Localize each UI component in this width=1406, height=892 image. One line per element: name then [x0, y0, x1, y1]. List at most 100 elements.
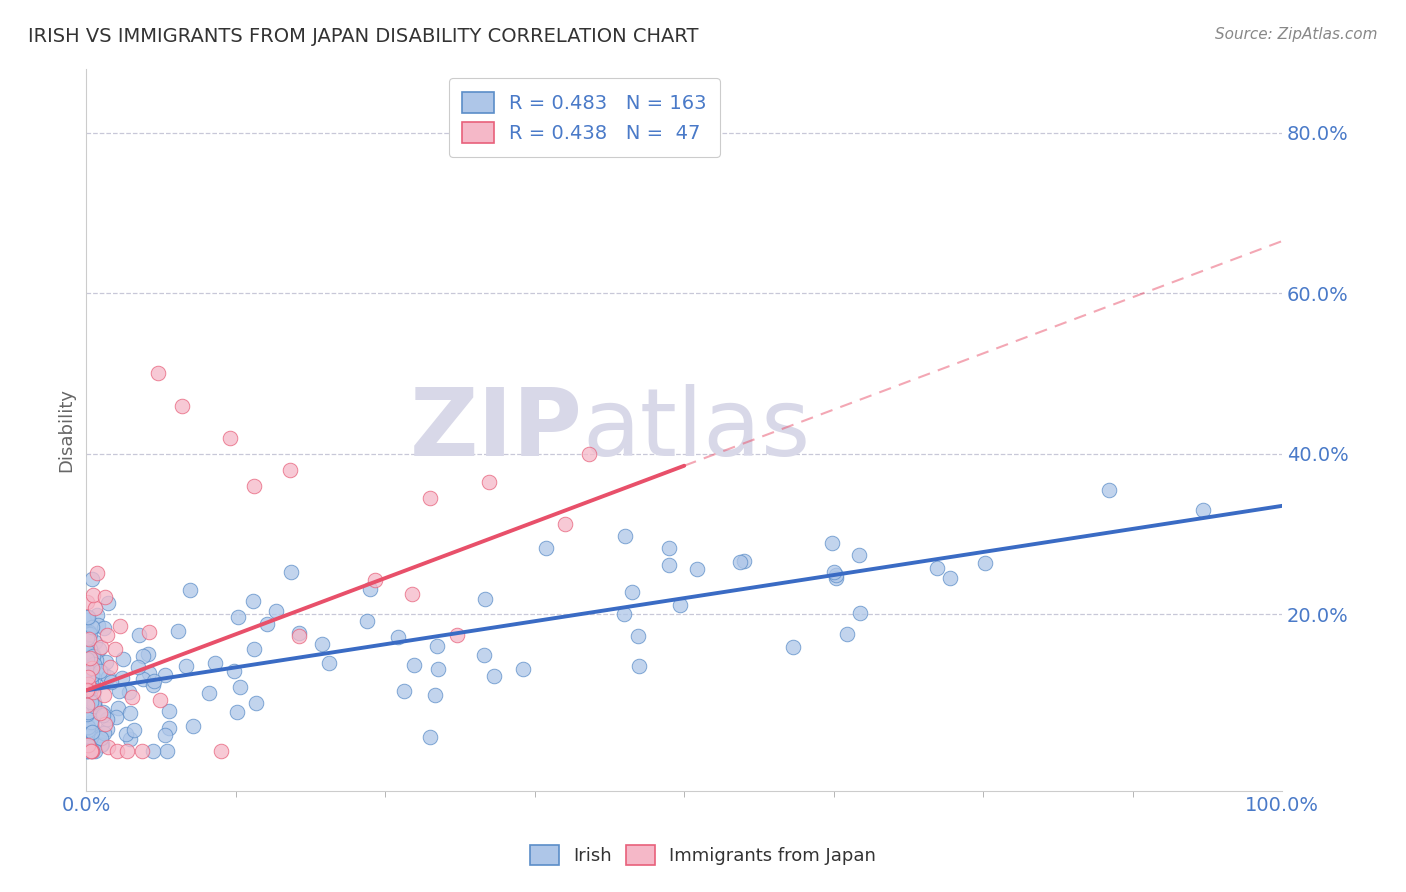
- Point: [80, 743, 103, 757]
- Point: [104, 710, 127, 724]
- Point: [83, 683, 105, 698]
- Point: [77, 739, 100, 754]
- Point: [278, 463, 301, 477]
- Point: [96, 722, 118, 736]
- Point: [167, 624, 190, 638]
- Point: [76, 694, 98, 708]
- Point: [104, 641, 127, 656]
- Point: [83, 671, 105, 685]
- Point: [120, 706, 142, 720]
- Point: [82, 647, 104, 661]
- Point: [84, 601, 107, 615]
- Point: [153, 668, 176, 682]
- Point: [554, 516, 576, 531]
- Point: [264, 604, 287, 618]
- Y-axis label: Disability: Disability: [58, 388, 75, 472]
- Point: [848, 548, 870, 562]
- Point: [91, 706, 114, 720]
- Point: [93, 726, 115, 740]
- Point: [359, 582, 381, 596]
- Point: [824, 571, 846, 585]
- Point: [84, 653, 107, 667]
- Point: [76, 610, 98, 624]
- Point: [686, 561, 709, 575]
- Point: [229, 680, 252, 694]
- Point: [118, 732, 141, 747]
- Point: [87, 617, 110, 632]
- Point: [76, 613, 98, 627]
- Point: [80, 690, 103, 705]
- Point: [170, 399, 193, 413]
- Point: [155, 728, 177, 742]
- Point: [218, 431, 240, 445]
- Point: [100, 675, 122, 690]
- Point: [157, 704, 180, 718]
- Point: [76, 643, 98, 657]
- Text: IRISH VS IMMIGRANTS FROM JAPAN DISABILITY CORRELATION CHART: IRISH VS IMMIGRANTS FROM JAPAN DISABILIT…: [28, 27, 699, 45]
- Point: [76, 610, 98, 624]
- Point: [245, 696, 267, 710]
- Point: [318, 657, 340, 671]
- Point: [76, 626, 98, 640]
- Legend: R = 0.483   N = 163, R = 0.438   N =  47: R = 0.483 N = 163, R = 0.438 N = 47: [449, 78, 720, 157]
- Point: [77, 681, 100, 695]
- Point: [127, 659, 149, 673]
- Point: [356, 614, 378, 628]
- Point: [86, 607, 108, 622]
- Point: [849, 606, 872, 620]
- Point: [80, 730, 103, 744]
- Point: [80, 725, 103, 739]
- Point: [118, 684, 141, 698]
- Point: [83, 694, 105, 708]
- Point: [76, 683, 98, 698]
- Point: [621, 585, 644, 599]
- Point: [97, 596, 120, 610]
- Point: [419, 491, 441, 505]
- Point: [89, 706, 111, 720]
- Point: [79, 676, 101, 690]
- Point: [925, 561, 948, 575]
- Point: [79, 624, 101, 639]
- Point: [90, 731, 112, 745]
- Point: [226, 610, 249, 624]
- Point: [142, 743, 165, 757]
- Point: [96, 712, 118, 726]
- Point: [93, 717, 115, 731]
- Point: [83, 697, 105, 711]
- Point: [668, 598, 690, 612]
- Point: [974, 556, 997, 570]
- Point: [226, 706, 249, 720]
- Point: [142, 678, 165, 692]
- Point: [108, 619, 131, 633]
- Point: [733, 554, 755, 568]
- Point: [76, 717, 98, 731]
- Point: [94, 655, 117, 669]
- Point: [79, 681, 101, 696]
- Point: [1098, 483, 1121, 498]
- Point: [108, 684, 131, 698]
- Point: [80, 743, 103, 757]
- Point: [91, 707, 114, 722]
- Text: Source: ZipAtlas.com: Source: ZipAtlas.com: [1215, 27, 1378, 42]
- Point: [77, 720, 100, 734]
- Point: [79, 650, 101, 665]
- Point: [1192, 503, 1215, 517]
- Point: [627, 629, 650, 643]
- Point: [280, 566, 302, 580]
- Point: [288, 626, 311, 640]
- Point: [176, 658, 198, 673]
- Point: [79, 632, 101, 646]
- Point: [82, 685, 104, 699]
- Point: [204, 656, 226, 670]
- Point: [93, 621, 115, 635]
- Point: [76, 664, 98, 678]
- Point: [613, 607, 636, 621]
- Point: [242, 642, 264, 657]
- Point: [76, 743, 98, 757]
- Point: [472, 648, 495, 662]
- Point: [426, 640, 449, 654]
- Point: [76, 672, 98, 686]
- Point: [288, 630, 311, 644]
- Point: [76, 595, 98, 609]
- Point: [242, 479, 264, 493]
